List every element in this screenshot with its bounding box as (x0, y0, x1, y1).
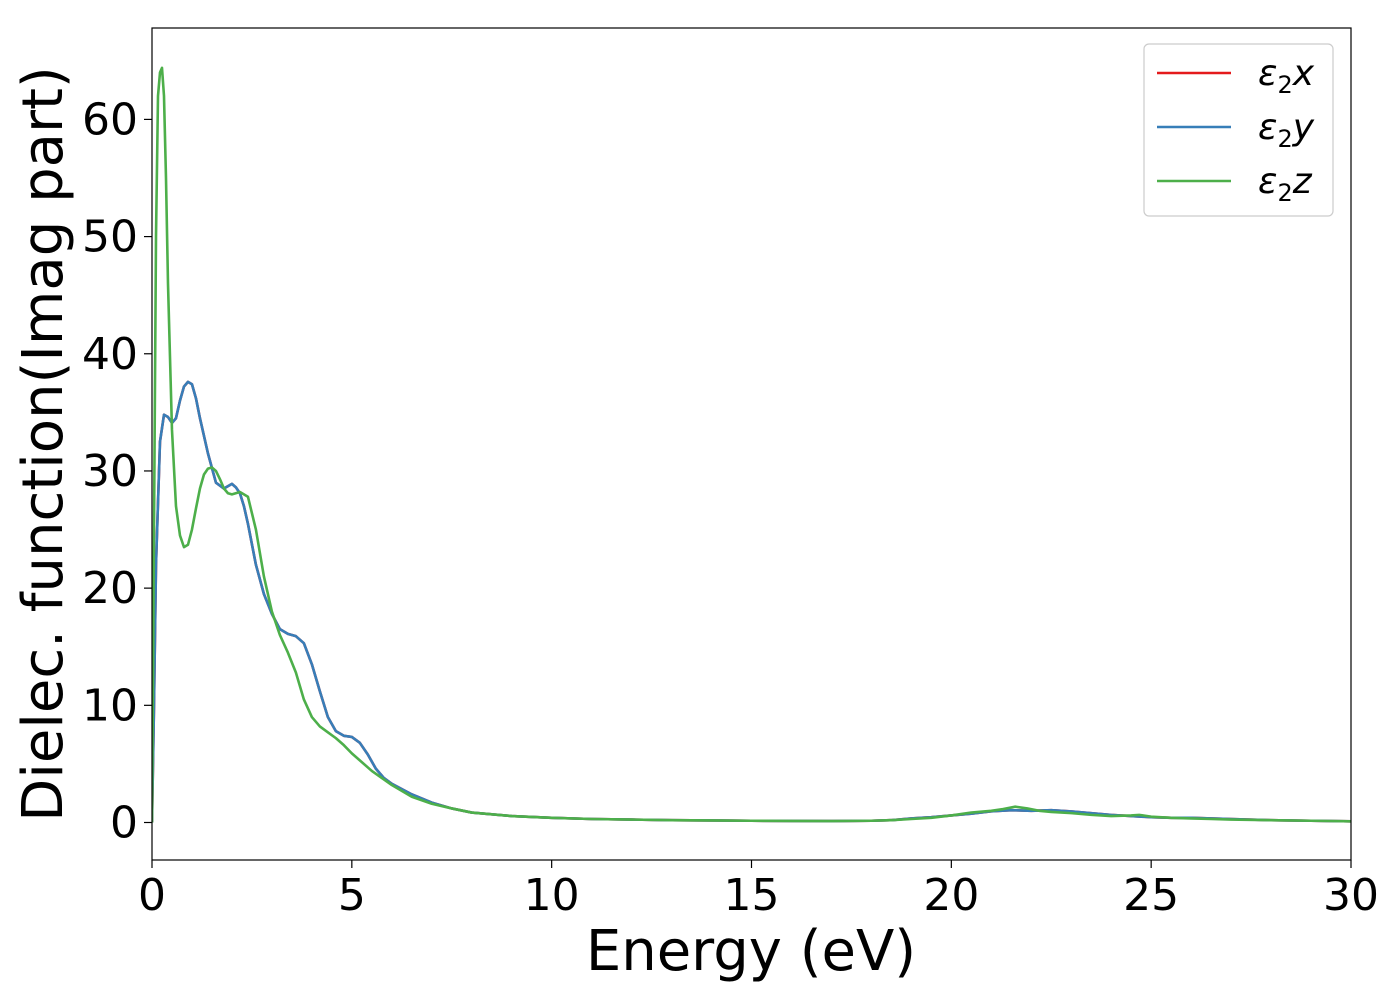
x-tick-label: 15 (724, 870, 780, 921)
y-axis-title: Dielec. function(Imag part) (11, 66, 76, 822)
x-tick-label: 30 (1323, 870, 1379, 921)
x-axis-title: Energy (eV) (586, 919, 916, 984)
y-tick-label: 40 (82, 329, 138, 380)
x-tick-label: 20 (923, 870, 979, 921)
legend-box (1143, 43, 1334, 217)
y-tick-label: 10 (82, 680, 138, 731)
x-tick-label: 5 (338, 870, 366, 921)
series-layer (152, 66, 1351, 823)
x-axis-ticks: 0 5 10 15 20 25 30 (138, 860, 1379, 921)
y-tick-label: 20 (82, 563, 138, 614)
legend-label-x: ε2x (1258, 53, 1315, 99)
x-tick-label: 10 (524, 870, 580, 921)
x-tick-label: 0 (138, 870, 166, 921)
series-line-z (152, 66, 1351, 823)
y-axis-ticks: 0 10 20 30 40 50 60 (82, 94, 152, 849)
x-tick-label: 25 (1123, 870, 1179, 921)
y-tick-label: 30 (82, 446, 138, 497)
y-tick-label: 0 (110, 798, 138, 849)
legend-label-z: ε2z (1258, 161, 1313, 207)
y-tick-label: 60 (82, 94, 138, 145)
y-tick-label: 50 (82, 212, 138, 263)
legend: ε2x ε2y ε2z (1143, 43, 1334, 217)
legend-label-y: ε2y (1258, 107, 1315, 153)
